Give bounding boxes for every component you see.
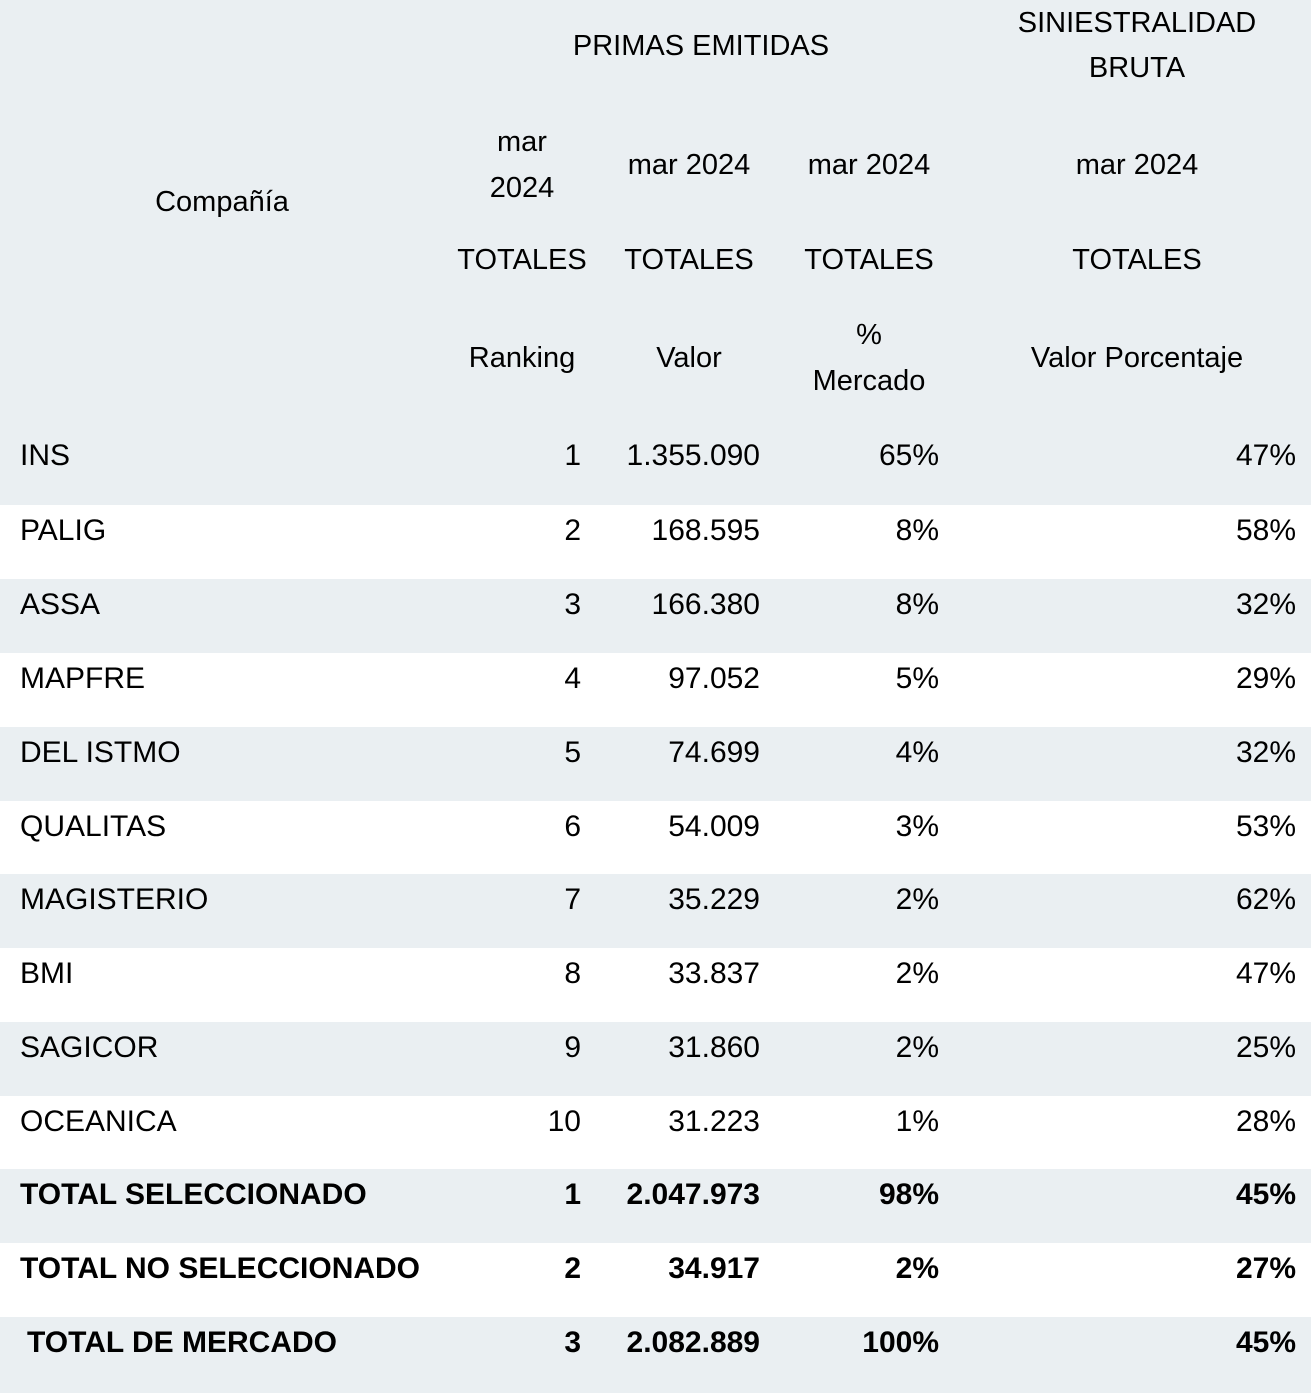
- cell-siniestralidad: 45%: [1235, 1326, 1296, 1359]
- cell-mercado: 5%: [895, 662, 939, 695]
- header-metric-sin: Valor Porcentaje: [1030, 342, 1244, 374]
- cell-mercado: 8%: [895, 514, 939, 547]
- cell-siniestralidad: 45%: [1235, 1178, 1296, 1211]
- cell-mercado: 2%: [895, 957, 939, 990]
- cell-ranking: 9: [564, 1031, 581, 1064]
- cell-valor: 97.052: [668, 662, 760, 695]
- total-row-not-selected: TOTAL NO SELECCIONADO 2 34.917 2% 27%: [0, 1243, 1311, 1317]
- cell-ranking: 1: [564, 439, 581, 472]
- cell-company: TOTAL SELECCIONADO: [20, 1178, 367, 1211]
- header-siniestralidad-line1: SINIESTRALIDAD: [1017, 7, 1257, 39]
- cell-mercado: 3%: [895, 810, 939, 843]
- table-row: ASSA 3 166.380 8% 32%: [0, 579, 1311, 653]
- header-totales-rank: TOTALES: [457, 244, 587, 276]
- table-row: INS 1 1.355.090 65% 47%: [0, 430, 1311, 504]
- cell-valor: 31.860: [668, 1031, 760, 1064]
- table-row: OCEANICA 10 31.223 1% 28%: [0, 1096, 1311, 1170]
- cell-company: MAPFRE: [20, 662, 146, 695]
- header-period-rank-line2: 2024: [489, 172, 555, 204]
- cell-ranking: 1: [564, 1178, 581, 1211]
- cell-ranking: 5: [564, 736, 581, 769]
- table-row: MAPFRE 4 97.052 5% 29%: [0, 653, 1311, 727]
- cell-company: SAGICOR: [20, 1031, 159, 1064]
- cell-valor: 33.837: [668, 957, 760, 990]
- header-company: Compañía: [155, 186, 289, 218]
- cell-siniestralidad: 32%: [1235, 588, 1296, 621]
- cell-valor: 166.380: [651, 588, 760, 621]
- header-period-sin: mar 2024: [1075, 149, 1199, 181]
- cell-valor: 168.595: [651, 514, 760, 547]
- cell-valor: 35.229: [668, 883, 760, 916]
- cell-ranking: 8: [564, 957, 581, 990]
- cell-siniestralidad: 62%: [1235, 883, 1296, 916]
- cell-ranking: 7: [564, 883, 581, 916]
- cell-ranking: 2: [564, 514, 581, 547]
- cell-mercado: 98%: [878, 1178, 939, 1211]
- cell-valor: 1.355.090: [626, 439, 760, 472]
- header-totales-pct: TOTALES: [804, 244, 934, 276]
- cell-company: OCEANICA: [20, 1105, 177, 1138]
- cell-company: DEL ISTMO: [20, 736, 181, 769]
- cell-siniestralidad: 27%: [1235, 1252, 1296, 1285]
- cell-company: ASSA: [20, 588, 101, 621]
- table-row: MAGISTERIO 7 35.229 2% 62%: [0, 874, 1311, 948]
- cell-valor: 2.082.889: [626, 1326, 760, 1359]
- header-period-pct: mar 2024: [807, 149, 931, 181]
- cell-mercado: 1%: [895, 1105, 939, 1138]
- header-siniestralidad-line2: BRUTA: [1088, 52, 1186, 84]
- cell-siniestralidad: 25%: [1235, 1031, 1296, 1064]
- table-row: QUALITAS 6 54.009 3% 53%: [0, 801, 1311, 875]
- cell-ranking: 2: [564, 1252, 581, 1285]
- cell-siniestralidad: 29%: [1235, 662, 1296, 695]
- header-metric-ranking: Ranking: [468, 342, 576, 374]
- cell-siniestralidad: 58%: [1235, 514, 1296, 547]
- cell-company: PALIG: [20, 514, 107, 547]
- cell-ranking: 3: [564, 588, 581, 621]
- cell-company: MAGISTERIO: [20, 883, 209, 916]
- cell-valor: 74.699: [668, 736, 760, 769]
- cell-mercado: 4%: [895, 736, 939, 769]
- cell-mercado: 2%: [895, 1252, 939, 1285]
- cell-ranking: 10: [547, 1105, 581, 1138]
- cell-company: TOTAL DE MERCADO: [27, 1326, 338, 1359]
- cell-valor: 34.917: [668, 1252, 760, 1285]
- header-period-valor: mar 2024: [627, 149, 751, 181]
- cell-mercado: 100%: [862, 1326, 939, 1359]
- cell-siniestralidad: 32%: [1235, 736, 1296, 769]
- header-period-rank-line1: mar: [497, 126, 547, 158]
- header-metric-valor: Valor: [656, 342, 722, 374]
- cell-company: TOTAL NO SELECCIONADO: [20, 1252, 421, 1285]
- cell-mercado: 8%: [895, 588, 939, 621]
- cell-company: QUALITAS: [20, 810, 167, 843]
- cell-siniestralidad: 47%: [1235, 957, 1296, 990]
- table-row: BMI 8 33.837 2% 47%: [0, 948, 1311, 1022]
- header-totales-sin: TOTALES: [1072, 244, 1202, 276]
- cell-ranking: 6: [564, 810, 581, 843]
- cell-mercado: 2%: [895, 883, 939, 916]
- cell-company: BMI: [20, 957, 74, 990]
- cell-siniestralidad: 53%: [1235, 810, 1296, 843]
- total-row-market: TOTAL DE MERCADO 3 2.082.889 100% 45%: [0, 1317, 1311, 1391]
- cell-valor: 54.009: [668, 810, 760, 843]
- cell-valor: 31.223: [668, 1105, 760, 1138]
- cell-ranking: 3: [564, 1326, 581, 1359]
- table-row: DEL ISTMO 5 74.699 4% 32%: [0, 727, 1311, 801]
- cell-siniestralidad: 47%: [1235, 439, 1296, 472]
- cell-valor: 2.047.973: [626, 1178, 760, 1211]
- total-row-selected: TOTAL SELECCIONADO 1 2.047.973 98% 45%: [0, 1169, 1311, 1243]
- header-totales-valor: TOTALES: [624, 244, 754, 276]
- table-row: SAGICOR 9 31.860 2% 25%: [0, 1022, 1311, 1096]
- header-metric-pct-line1: %: [856, 319, 882, 351]
- header-metric-pct-line2: Mercado: [812, 365, 926, 397]
- cell-mercado: 2%: [895, 1031, 939, 1064]
- cell-siniestralidad: 28%: [1235, 1105, 1296, 1138]
- cell-company: INS: [20, 439, 71, 472]
- cell-ranking: 4: [564, 662, 581, 695]
- header-primas-emitidas: PRIMAS EMITIDAS: [572, 30, 830, 62]
- table-row: PALIG 2 168.595 8% 58%: [0, 505, 1311, 579]
- cell-mercado: 65%: [878, 439, 939, 472]
